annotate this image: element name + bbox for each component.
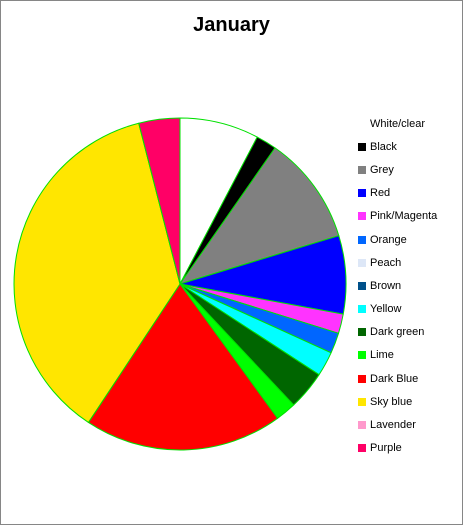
legend-label: Black	[370, 140, 397, 153]
legend-swatch	[358, 374, 366, 383]
legend-swatch	[358, 212, 366, 221]
legend-swatch	[358, 281, 366, 290]
legend-item: Black	[358, 135, 462, 158]
legend-label: Grey	[370, 163, 394, 176]
legend-label: Sky blue	[370, 395, 413, 408]
legend-label: Dark Blue	[370, 372, 419, 385]
legend-item: Yellow	[358, 298, 462, 321]
legend-item: Peach	[358, 251, 462, 274]
legend-label: Orange	[370, 233, 407, 246]
legend-swatch	[358, 444, 366, 453]
legend-label: Dark green	[370, 326, 425, 339]
legend-swatch	[358, 421, 366, 430]
legend-swatch	[358, 305, 366, 314]
legend-item: Dark green	[358, 321, 462, 344]
legend-swatch	[358, 189, 366, 198]
legend-label: Brown	[370, 279, 402, 292]
legend-label: Red	[370, 187, 391, 200]
legend-item: Brown	[358, 274, 462, 297]
pie-slice-sky-blue	[13, 122, 181, 423]
legend-item: Sky blue	[358, 390, 462, 413]
legend-label: Lime	[370, 349, 394, 362]
legend-label: Lavender	[370, 419, 416, 432]
legend-label: Pink/Magenta	[370, 210, 438, 223]
legend: White/clear Black Grey Red Pink/Magenta Orang…	[358, 112, 462, 460]
pie-slice-grey	[179, 147, 340, 285]
legend-label: Yellow	[370, 303, 402, 316]
legend-swatch	[358, 328, 366, 337]
legend-swatch	[358, 235, 366, 244]
legend-swatch	[358, 351, 366, 360]
chart-title: January	[193, 14, 270, 36]
pie-slice-dark-blue	[87, 283, 279, 451]
legend-item: Pink/Magenta	[358, 205, 462, 228]
legend-swatch	[358, 258, 366, 267]
legend-item: Grey	[358, 158, 462, 181]
legend-label: White/clear	[370, 117, 426, 130]
legend-label: Purple	[370, 442, 402, 455]
legend-swatch	[358, 142, 366, 151]
legend-swatch	[358, 397, 366, 406]
legend-item: Lavender	[358, 413, 462, 436]
legend-item: Orange	[358, 228, 462, 251]
legend-item: Lime	[358, 344, 462, 367]
legend-swatch	[358, 165, 366, 174]
legend-item: Red	[358, 182, 462, 205]
legend-item: Purple	[358, 437, 462, 460]
legend-item: White/clear	[358, 112, 462, 135]
pie-slice-purple	[138, 117, 181, 285]
legend-label: Peach	[370, 256, 402, 269]
legend-item: Dark Blue	[358, 367, 462, 390]
